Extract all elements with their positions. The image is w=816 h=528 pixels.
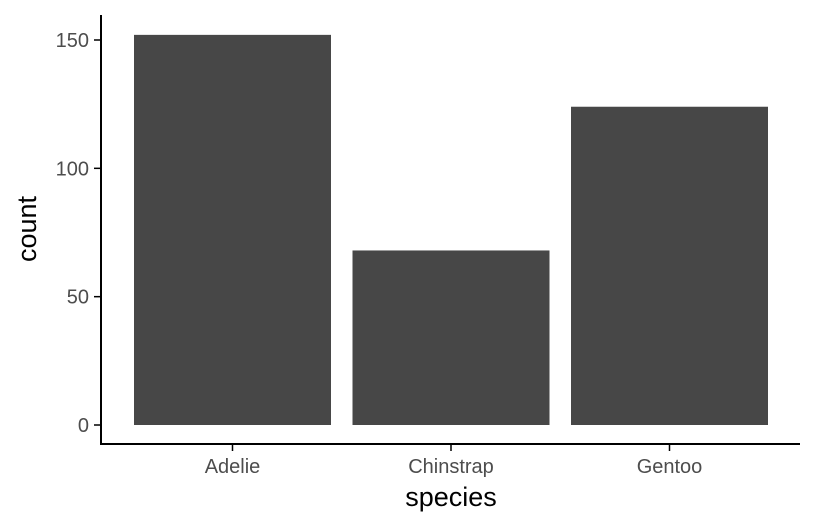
bar-adelie bbox=[134, 34, 331, 425]
y-tick-label: 50 bbox=[67, 287, 89, 309]
y-tick-label: 150 bbox=[56, 30, 89, 52]
y-axis-title: count bbox=[12, 195, 42, 262]
bars-layer bbox=[134, 34, 768, 425]
x-tick-label-gentoo: Gentoo bbox=[637, 456, 703, 478]
x-tick-label-adelie: Adelie bbox=[205, 456, 261, 478]
x-axis: Adelie Chinstrap Gentoo bbox=[100, 443, 800, 478]
y-tick-label: 0 bbox=[78, 415, 89, 437]
y-axis: 0 50 100 150 bbox=[56, 15, 102, 444]
bar-chinstrap bbox=[352, 250, 550, 425]
x-axis-title: species bbox=[405, 482, 497, 512]
bar-gentoo bbox=[571, 106, 768, 425]
y-tick-label: 100 bbox=[56, 158, 89, 180]
x-tick-label-chinstrap: Chinstrap bbox=[408, 456, 494, 478]
